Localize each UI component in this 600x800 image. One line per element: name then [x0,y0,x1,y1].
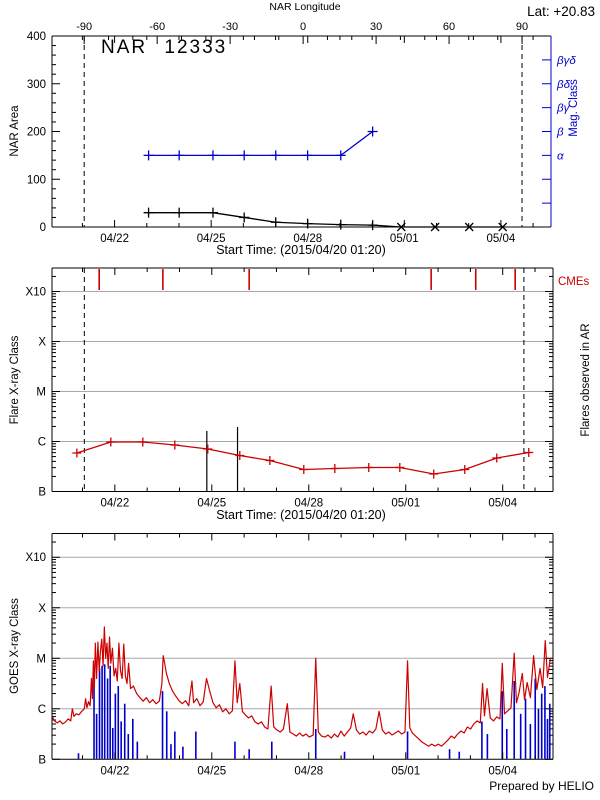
plus-marker [270,217,281,228]
longitude-tick-label: 60 [443,21,455,33]
plus-marker [429,469,439,479]
xray-class-tick-label: M [36,653,46,665]
goes-flux-line [51,626,552,747]
date-tick-label: 04/22 [100,498,129,510]
plus-marker [174,150,185,161]
plus-marker [335,150,346,161]
xray-class-tick-label: X10 [26,552,46,564]
date-tick-label: 04/25 [197,233,226,245]
area-tick-label: 200 [27,127,46,139]
area-tick-label: 300 [27,79,46,91]
mag-class-tick-label: α [557,150,564,162]
plus-marker [239,212,250,223]
date-tick-label: 05/04 [488,765,517,777]
date-tick-label: 05/01 [391,765,420,777]
date-tick-label: 04/25 [197,498,226,510]
xray-class-tick-label: X10 [26,287,46,299]
date-tick-label: 05/01 [390,233,419,245]
plus-marker [138,437,148,447]
plus-marker [235,451,245,460]
mag-class-axis-label: Mag. Class [568,79,580,137]
area-y-axis-label: NAR Area [9,105,21,157]
area-tick-label: 400 [27,31,46,43]
flares-observed-label: Flares observed in AR [580,323,592,437]
xray-class-tick-label: M [36,387,46,399]
plus-marker [330,464,340,473]
plus-marker [367,126,378,137]
nar-area-line [148,212,503,228]
plus-marker [395,463,405,472]
date-tick-label: 04/22 [100,765,129,777]
date-tick-label: 04/25 [197,765,226,777]
longitude-tick-label: 90 [516,21,528,33]
goes-panel [51,533,554,760]
xray-class-tick-label: C [38,704,46,716]
xray-class-tick-label: X [38,603,46,615]
longitude-tick-label: 30 [370,21,382,33]
area-tick-label: 0 [40,222,46,234]
mag-class-tick-label: βδ [556,79,571,91]
plus-marker [265,456,275,465]
plus-marker [72,448,82,458]
longitude-tick-label: 0 [300,21,306,33]
date-tick-label: 04/28 [294,765,323,777]
prepared-by-label: Prepared by HELIO [489,779,594,793]
plus-marker [492,453,502,463]
date-tick-label: 05/04 [488,498,517,510]
plus-marker [143,207,154,218]
plus-marker [302,150,313,161]
xray-class-tick-label: B [38,487,46,499]
mag-class-tick-label: βγδ [556,55,576,67]
plus-marker [239,150,250,161]
mag-class-line [148,130,374,157]
longitude-axis-title: NAR Longitude [269,1,341,13]
flare-panel [51,267,554,492]
mag-class-tick-label: βγ [556,103,571,115]
plus-marker [207,150,218,161]
plus-marker [460,465,470,474]
plus-marker [170,440,180,450]
plus-marker [143,150,154,161]
longitude-tick-label: -30 [222,21,238,33]
date-tick-label: 05/04 [487,233,516,245]
flare-y-axis-label: Flare X-ray Class [9,335,21,425]
date-tick-label: 04/22 [100,233,129,245]
plus-marker [299,465,309,474]
plus-marker [335,219,346,230]
region-title: NAR 12333 [101,37,228,58]
longitude-tick-label: -90 [76,21,92,33]
cmes-label: CMEs [558,276,590,288]
plus-marker [203,444,213,454]
xray-class-tick-label: X [38,337,46,349]
plus-marker [524,448,534,457]
xray-class-tick-label: C [38,437,46,449]
plus-marker [207,207,218,218]
longitude-tick-label: -60 [149,21,165,33]
date-tick-label: 05/01 [391,498,420,510]
area-tick-label: 100 [27,174,46,186]
goes-y-axis-label: GOES X-ray Class [9,598,21,694]
plus-marker [364,463,374,472]
start-time-label-top: Start Time: (2015/04/20 01:20) [216,243,386,257]
plus-marker [106,437,116,447]
plus-marker [174,207,185,218]
xray-class-tick-label: B [38,754,46,766]
plus-marker [270,150,281,161]
date-tick-label: 04/28 [294,498,323,510]
date-tick-label: 04/28 [293,233,322,245]
start-time-label-middle: Start Time: (2015/04/20 01:20) [216,508,386,522]
latitude-label: Lat: +20.83 [527,4,595,19]
plus-marker [367,220,378,231]
mag-class-tick-label: β [556,127,564,139]
area-panel [51,35,552,232]
